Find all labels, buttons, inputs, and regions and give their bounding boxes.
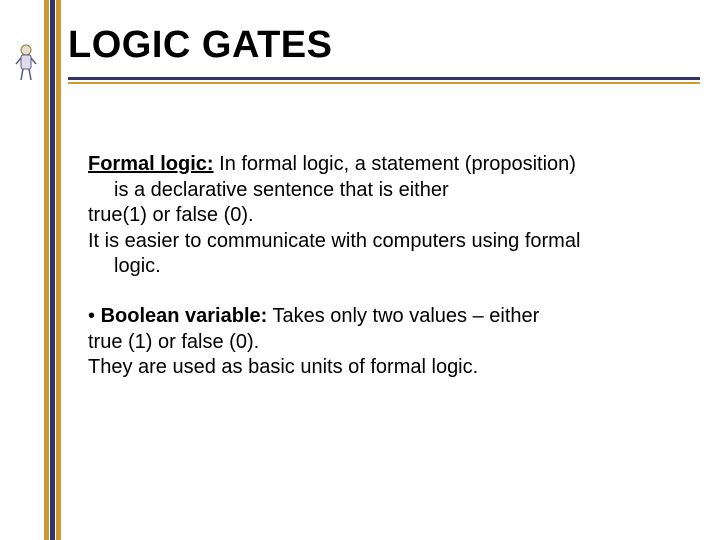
- decor-vbar-right: [56, 0, 61, 540]
- lead-formal-logic: Formal logic:: [88, 153, 214, 175]
- text: is a declarative sentence that is either: [88, 178, 672, 204]
- page-title: LOGIC GATES: [68, 24, 700, 67]
- text: Takes only two values – either: [267, 305, 539, 327]
- paragraph-formal-logic: Formal logic: In formal logic, a stateme…: [88, 152, 672, 280]
- character-icon: [12, 42, 40, 82]
- slide: { "title": "LOGIC GATES", "colors": { "g…: [0, 0, 720, 540]
- header: LOGIC GATES: [68, 24, 700, 84]
- text: true(1) or false (0).: [88, 204, 254, 226]
- text: true (1) or false (0).: [88, 331, 259, 353]
- paragraph-boolean-variable: • Boolean variable: Takes only two value…: [88, 304, 672, 381]
- text: In formal logic, a statement (propositio…: [214, 153, 576, 175]
- bullet: •: [88, 305, 101, 327]
- decor-vbar-left: [44, 0, 49, 540]
- text: logic.: [88, 254, 672, 280]
- lead-boolean-variable: Boolean variable:: [101, 305, 268, 327]
- text: They are used as basic units of formal l…: [88, 356, 478, 378]
- divider-navy: [68, 77, 700, 80]
- body-content: Formal logic: In formal logic, a stateme…: [88, 152, 672, 381]
- decor-vbar-mid: [50, 0, 55, 540]
- divider-gold: [68, 82, 700, 84]
- text: It is easier to communicate with compute…: [88, 230, 580, 252]
